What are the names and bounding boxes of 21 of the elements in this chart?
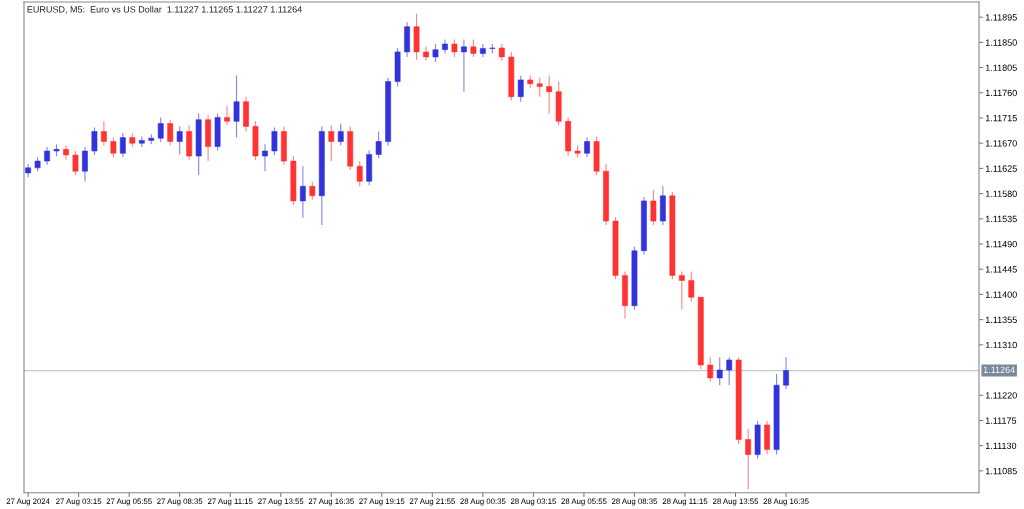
y-tick-label: 1.11445 xyxy=(985,266,1017,273)
y-tick-label: 1.11760 xyxy=(985,89,1017,97)
y-tick-label: 1.11850 xyxy=(985,39,1017,46)
y-tick-label: 1.11535 xyxy=(985,215,1017,223)
y-tick-label: 1.11580 xyxy=(985,190,1017,197)
y-tick-label: 1.11175 xyxy=(985,417,1017,424)
ref-line-label: 1.11264 xyxy=(983,366,1015,374)
y-tick-label: 1.11130 xyxy=(985,442,1017,450)
y-tick-label: 1.11895 xyxy=(985,14,1017,21)
y-tick-label: 1.11490 xyxy=(985,240,1017,248)
chart-title: EURUSD, M5: Euro vs US Dollar 1.11227 1.11265 1.11227 1.11264 xyxy=(27,5,302,14)
y-tick-label: 1.11400 xyxy=(985,291,1017,298)
y-tick-label: 1.11310 xyxy=(985,341,1017,349)
y-tick-label: 1.11625 xyxy=(985,165,1017,172)
y-tick-label: 1.11220 xyxy=(985,392,1017,399)
y-tick-label: 1.11805 xyxy=(985,64,1017,71)
y-tick-label: 1.11715 xyxy=(985,115,1017,122)
candlestick xyxy=(479,43,486,58)
y-tick-label: 1.11355 xyxy=(985,316,1017,323)
y-tick-label: 1.11670 xyxy=(985,140,1017,147)
y-tick-label: 1.11085 xyxy=(985,467,1017,475)
